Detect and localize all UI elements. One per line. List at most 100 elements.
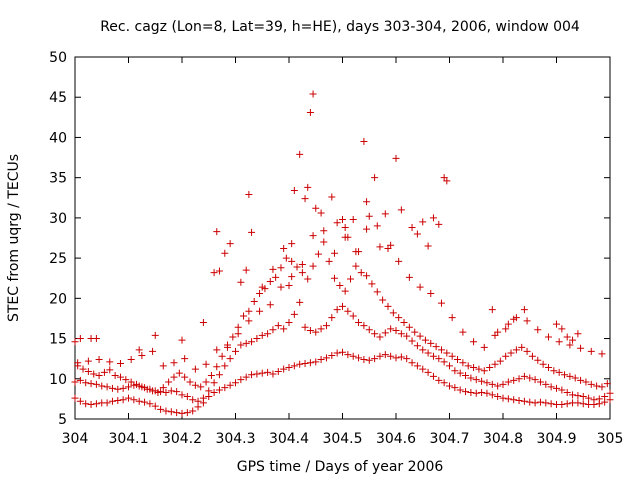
data-point bbox=[248, 338, 256, 346]
data-point bbox=[301, 323, 309, 331]
data-point bbox=[277, 283, 285, 291]
data-point bbox=[71, 394, 79, 402]
data-point bbox=[590, 396, 598, 404]
data-point bbox=[237, 376, 245, 384]
data-point bbox=[547, 400, 555, 408]
data-point bbox=[317, 355, 325, 363]
data-point bbox=[306, 327, 314, 335]
data-point bbox=[178, 336, 186, 344]
data-point bbox=[593, 382, 601, 390]
data-point bbox=[151, 402, 159, 410]
data-point bbox=[371, 174, 379, 182]
data-point bbox=[82, 379, 90, 387]
data-point bbox=[574, 399, 582, 407]
data-point bbox=[191, 365, 199, 373]
data-point bbox=[542, 380, 550, 388]
data-point bbox=[389, 309, 397, 317]
data-point bbox=[290, 310, 298, 318]
data-point bbox=[462, 372, 470, 380]
data-point bbox=[114, 396, 122, 404]
data-point bbox=[306, 359, 314, 367]
data-point bbox=[87, 401, 95, 409]
data-point bbox=[373, 222, 381, 230]
data-point bbox=[122, 376, 130, 384]
data-point bbox=[173, 409, 181, 417]
data-point bbox=[363, 225, 371, 233]
data-point bbox=[186, 378, 194, 386]
data-point bbox=[218, 352, 226, 360]
data-point bbox=[472, 389, 480, 397]
data-point bbox=[309, 90, 317, 98]
data-point bbox=[355, 248, 363, 256]
data-point bbox=[165, 378, 173, 386]
data-point bbox=[499, 394, 507, 402]
data-point bbox=[285, 318, 293, 326]
data-point bbox=[424, 242, 432, 250]
data-point bbox=[365, 326, 373, 334]
data-point bbox=[569, 391, 577, 399]
data-point bbox=[376, 243, 384, 251]
data-point bbox=[301, 359, 309, 367]
data-point bbox=[301, 195, 309, 203]
data-point bbox=[470, 338, 478, 346]
data-point bbox=[566, 341, 574, 349]
data-point bbox=[368, 280, 376, 288]
data-point bbox=[488, 306, 496, 314]
data-point bbox=[462, 388, 470, 396]
data-point bbox=[304, 183, 312, 191]
data-point bbox=[421, 336, 429, 344]
data-point bbox=[464, 362, 472, 370]
data-point bbox=[328, 351, 336, 359]
x-axis: 304 304.1 304.2 304.3 304.4 304.5 304.6 304.7 30… bbox=[62, 57, 623, 447]
data-point bbox=[256, 290, 264, 298]
data-point bbox=[167, 408, 175, 416]
data-point bbox=[558, 325, 566, 333]
data-point bbox=[520, 306, 528, 314]
data-point bbox=[405, 273, 413, 281]
data-point bbox=[92, 380, 100, 388]
data-point bbox=[288, 273, 296, 281]
data-point bbox=[347, 275, 355, 283]
data-point bbox=[601, 392, 609, 400]
data-point bbox=[344, 233, 352, 241]
data-point bbox=[298, 269, 306, 277]
data-point bbox=[296, 360, 304, 368]
data-point bbox=[296, 150, 304, 158]
data-point bbox=[563, 400, 571, 408]
data-point bbox=[135, 397, 143, 405]
y-tick-label: 40 bbox=[49, 130, 67, 146]
data-point bbox=[328, 314, 336, 322]
data-point bbox=[544, 364, 552, 372]
data-point bbox=[357, 269, 365, 277]
data-point bbox=[245, 307, 253, 315]
data-point bbox=[92, 335, 100, 343]
data-point bbox=[427, 339, 435, 347]
data-point bbox=[258, 369, 266, 377]
data-point bbox=[138, 383, 146, 391]
data-point bbox=[488, 391, 496, 399]
data-point bbox=[328, 193, 336, 201]
data-point bbox=[341, 224, 349, 232]
data-point bbox=[475, 365, 483, 373]
data-point bbox=[411, 328, 419, 336]
data-point bbox=[419, 346, 427, 354]
data-point bbox=[459, 359, 467, 367]
data-point bbox=[245, 317, 253, 325]
data-point bbox=[504, 378, 512, 386]
data-point bbox=[494, 328, 502, 336]
data-point bbox=[280, 325, 288, 333]
data-point bbox=[226, 355, 234, 363]
data-point bbox=[229, 333, 237, 341]
data-point bbox=[339, 215, 346, 223]
data-point bbox=[288, 257, 296, 265]
data-point bbox=[488, 380, 496, 388]
data-point bbox=[341, 287, 349, 295]
data-point bbox=[561, 371, 569, 379]
data-point bbox=[253, 370, 261, 378]
data-point bbox=[312, 358, 320, 366]
data-point bbox=[443, 177, 451, 185]
data-point bbox=[408, 224, 416, 232]
data-point bbox=[502, 325, 510, 333]
data-point bbox=[84, 357, 92, 365]
data-point bbox=[534, 356, 542, 364]
